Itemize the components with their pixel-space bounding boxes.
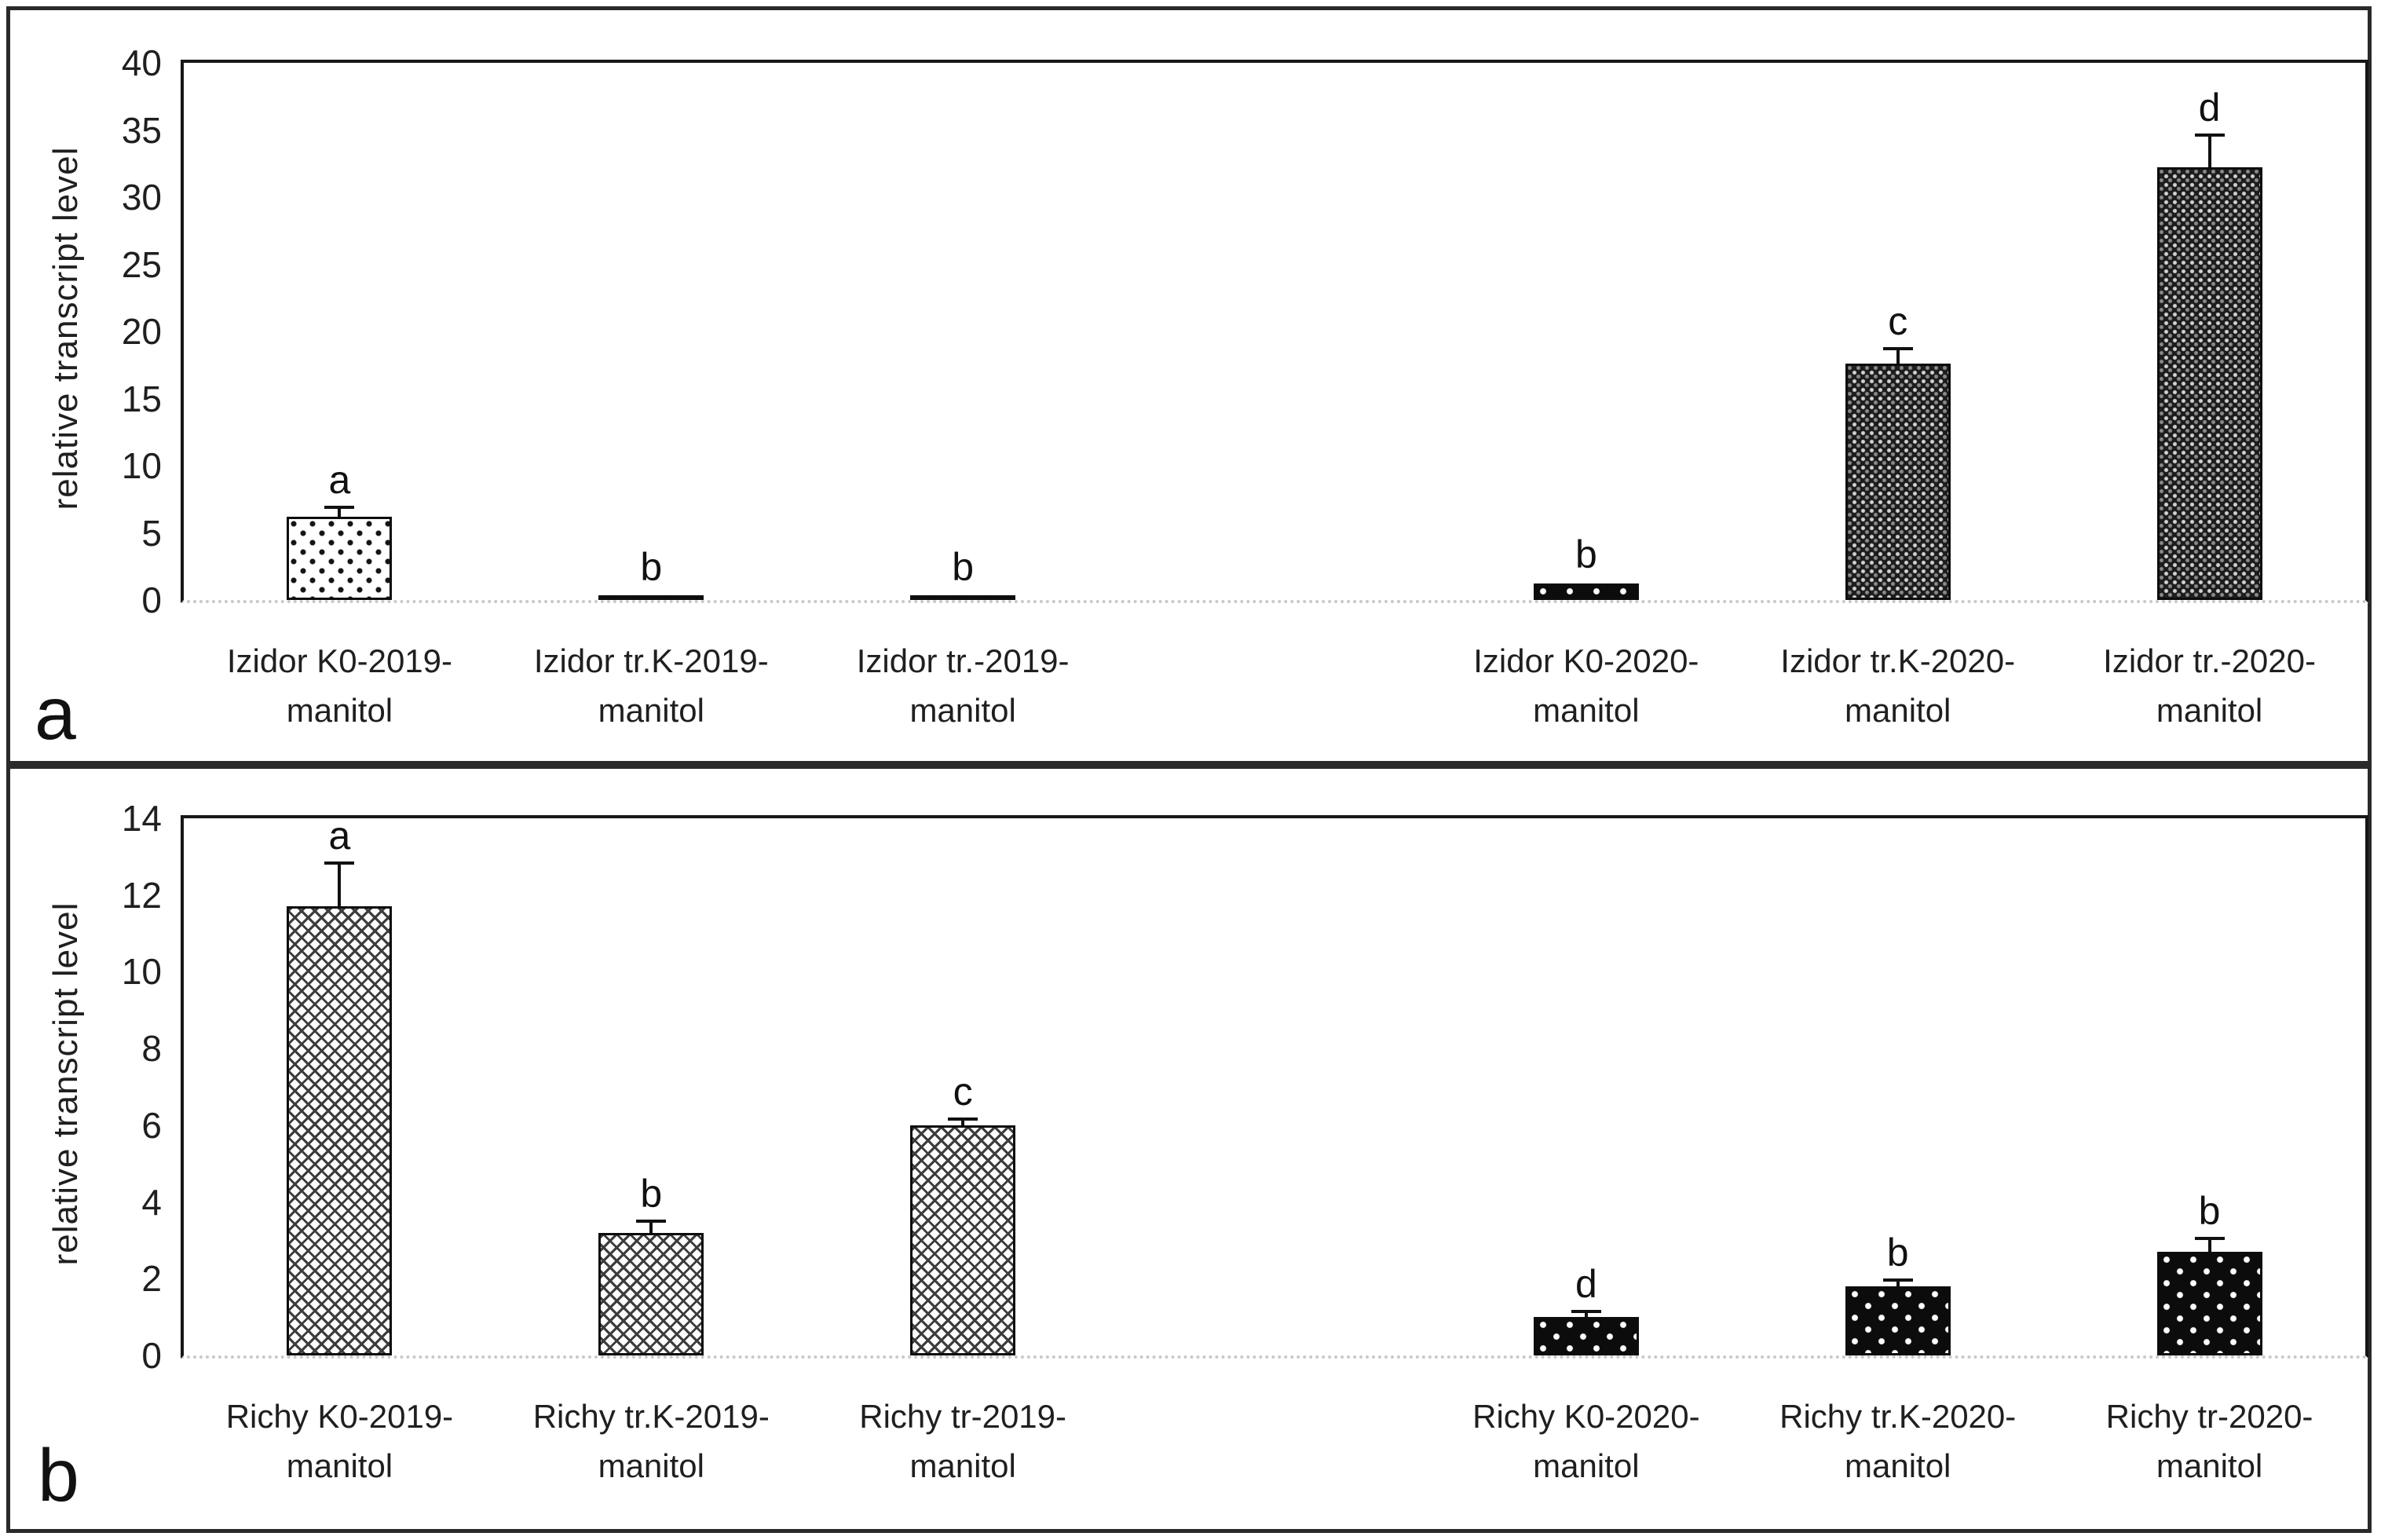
y-tick-label: 2	[141, 1258, 162, 1300]
x-category-label: Izidor tr.K-2019- manitol	[533, 642, 769, 729]
plot-area-a: 0 5 10 15 20 25 30 35 40 a Izidor K0-2019- manitol…	[122, 42, 2368, 729]
y-tick-label: 14	[121, 798, 162, 839]
bar	[1533, 1317, 1639, 1355]
significance-letter: b	[640, 1172, 663, 1216]
y-tick-label: 5	[141, 512, 162, 554]
error-bar-whisker	[649, 1223, 653, 1233]
error-bar-cap	[1882, 1278, 1913, 1282]
y-tick-label: 20	[121, 311, 162, 352]
bar	[910, 595, 1016, 600]
plot-area-b: 0 2 4 6 8 10 12 14 a Richy K0-2019- manitol b Richy…	[122, 798, 2368, 1484]
x-category-label: Richy tr-2019- manitol	[859, 1398, 1067, 1484]
significance-letter: b	[640, 544, 663, 589]
bar	[287, 516, 393, 600]
error-bar-whisker	[338, 864, 342, 907]
bar	[598, 595, 704, 600]
bar	[1533, 583, 1639, 600]
x-category-label: Izidor tr.-2019- manitol	[856, 642, 1070, 729]
bar	[598, 1232, 704, 1355]
error-bar-whisker	[1896, 349, 1900, 364]
significance-letter: b	[2198, 1189, 2221, 1234]
y-tick-label: 8	[141, 1028, 162, 1070]
significance-letter: a	[328, 813, 351, 858]
bar	[910, 1125, 1016, 1355]
x-category-label: Richy tr.K-2019- manitol	[532, 1398, 770, 1484]
x-category-label: Richy tr-2020- manitol	[2105, 1398, 2313, 1484]
bar	[1845, 364, 1951, 600]
bar	[2156, 1252, 2262, 1355]
error-bar-whisker	[1584, 1313, 1588, 1318]
significance-letter: c	[1888, 298, 1908, 343]
x-category-label: Izidor tr.-2020- manitol	[2103, 642, 2316, 729]
panel-letter-b: b	[38, 1434, 79, 1517]
error-bar-whisker	[961, 1121, 965, 1125]
y-tick-label: 40	[121, 42, 162, 83]
x-category-label: Izidor K0-2019- manitol	[226, 642, 453, 729]
error-bar-cap	[1882, 346, 1913, 350]
significance-letter: b	[1886, 1231, 1909, 1275]
panel-letter-a: a	[35, 672, 76, 755]
y-tick-label: 30	[121, 177, 162, 218]
error-bar-cap	[948, 1118, 978, 1121]
x-category-label: Izidor K0-2020- manitol	[1473, 642, 1699, 729]
y-tick-label: 6	[141, 1104, 162, 1146]
error-bar-cap	[324, 861, 355, 865]
bar	[2156, 167, 2262, 600]
error-bar-cap	[2194, 134, 2225, 137]
error-bar-cap	[636, 1220, 667, 1224]
x-category-label: Richy K0-2020- manitol	[1472, 1398, 1700, 1484]
y-tick-label: 10	[121, 445, 162, 486]
y-tick-label: 15	[121, 378, 162, 419]
significance-letter: c	[953, 1070, 973, 1114]
y-tick-label: 10	[121, 951, 162, 993]
error-bar-whisker	[2207, 1240, 2211, 1253]
y-tick-label: 35	[121, 109, 162, 151]
error-bar-cap	[1571, 1310, 1601, 1314]
significance-letter: b	[952, 544, 975, 589]
error-bar-whisker	[338, 508, 342, 517]
error-bar-cap	[2194, 1237, 2225, 1241]
y-tick-label: 4	[141, 1181, 162, 1223]
x-category-label: Richy tr.K-2020- manitol	[1779, 1398, 2017, 1484]
bar	[1845, 1286, 1951, 1355]
y-axis-title-a: relative transcript level	[46, 146, 85, 510]
y-tick-label: 25	[121, 243, 162, 285]
x-category-label: Izidor tr.K-2020- manitol	[1780, 642, 2016, 729]
y-tick-label: 0	[141, 1335, 162, 1376]
significance-letter: d	[1575, 1262, 1597, 1307]
significance-letter: a	[328, 457, 351, 502]
x-category-label: Richy K0-2019- manitol	[225, 1398, 454, 1484]
y-tick-label: 0	[141, 580, 162, 620]
bar	[287, 906, 393, 1355]
significance-letter: b	[1575, 532, 1597, 577]
significance-letter: d	[2198, 86, 2221, 130]
error-bar-whisker	[2207, 137, 2211, 168]
y-tick-label: 12	[121, 874, 162, 916]
y-axis-title-b: relative transcript level	[46, 902, 85, 1266]
error-bar-whisker	[1896, 1282, 1900, 1287]
error-bar-cap	[324, 505, 355, 509]
